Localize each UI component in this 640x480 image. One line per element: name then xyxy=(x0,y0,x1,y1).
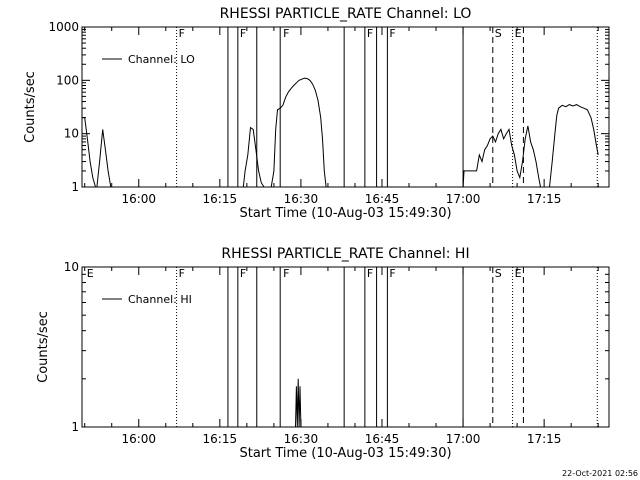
x-tick-label: 16:00 xyxy=(121,432,156,446)
x-tick-label: 16:00 xyxy=(121,192,156,206)
series-line xyxy=(549,104,599,188)
legend-label: Channel: LO xyxy=(128,53,195,66)
plot-frame xyxy=(81,266,610,428)
flag-label: S xyxy=(495,267,502,280)
x-tick-label: 17:15 xyxy=(527,432,562,446)
flag-label: F xyxy=(389,27,395,40)
y-axis-label: Counts/sec xyxy=(36,311,51,383)
flag-label: F xyxy=(179,267,185,280)
series-line xyxy=(295,378,302,428)
series-line xyxy=(96,129,112,188)
flag-label: S xyxy=(495,27,502,40)
x-tick-label: 17:00 xyxy=(446,192,481,206)
flag-label: F xyxy=(283,267,289,280)
series-line xyxy=(82,117,96,188)
flag-label: F xyxy=(179,27,185,40)
flag-label: F xyxy=(240,267,246,280)
flag-label: F xyxy=(367,27,373,40)
y-tick-label: 1 xyxy=(71,180,79,194)
legend-label: Channel: HI xyxy=(128,293,192,306)
flag-label: F xyxy=(367,267,373,280)
flag-label: F xyxy=(389,267,395,280)
flag-label: F xyxy=(283,27,289,40)
y-tick-label: 1 xyxy=(71,420,79,434)
y-tick-label: 100 xyxy=(56,73,79,87)
series-line xyxy=(462,125,541,188)
series-line xyxy=(242,126,265,188)
x-tick-label: 16:30 xyxy=(284,432,319,446)
flag-label: E xyxy=(87,267,94,280)
x-tick-label: 16:30 xyxy=(284,192,319,206)
y-tick-label: 10 xyxy=(64,260,79,274)
x-tick-label: 17:15 xyxy=(527,192,562,206)
hi-channel-panel: RHESSI PARTICLE_RATE Channel: HIE F F F F F S E… xyxy=(36,246,610,461)
x-tick-label: 17:00 xyxy=(446,432,481,446)
y-tick-label: 10 xyxy=(64,127,79,141)
lo-channel-panel: RHESSI PARTICLE_RATE Channel: LO F F F F F S E 1… xyxy=(23,6,610,221)
plot-frame xyxy=(81,26,610,188)
series-line xyxy=(270,77,327,188)
y-tick-label: 1000 xyxy=(48,20,79,34)
y-axis-label: Counts/sec xyxy=(23,71,38,143)
chart-title: RHESSI PARTICLE_RATE Channel: HI xyxy=(221,246,469,262)
x-tick-label: 16:45 xyxy=(365,432,400,446)
flag-label: F xyxy=(240,27,246,40)
x-axis-label: Start Time (10-Aug-03 15:49:30) xyxy=(239,206,451,221)
chart-title: RHESSI PARTICLE_RATE Channel: LO xyxy=(220,6,472,22)
x-tick-label: 16:15 xyxy=(203,192,238,206)
footer-timestamp: 22-Oct-2021 02:56 xyxy=(562,469,638,478)
x-axis-label: Start Time (10-Aug-03 15:49:30) xyxy=(239,446,451,461)
x-tick-label: 16:45 xyxy=(365,192,400,206)
x-tick-label: 16:15 xyxy=(203,432,238,446)
flag-label: E xyxy=(515,27,522,40)
flag-label: E xyxy=(515,267,522,280)
